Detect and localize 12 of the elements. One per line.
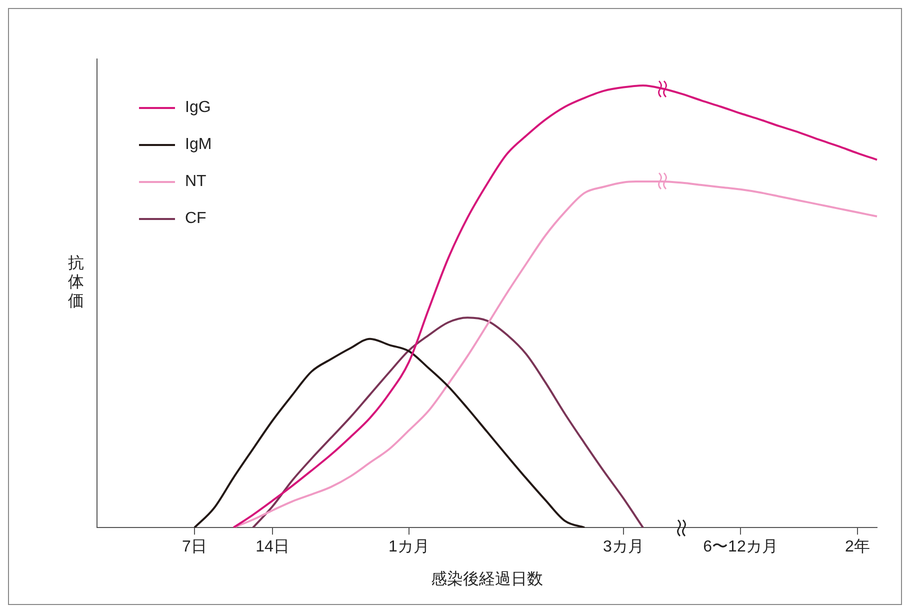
x-tick-label: 14日 [256, 538, 290, 556]
x-tick-label: 1カ月 [388, 538, 430, 556]
x-axis-title: 感染後経過日数 [431, 570, 543, 588]
legend-label: IgG [185, 98, 211, 116]
legend-label: NT [185, 172, 206, 190]
legend-label: IgM [185, 136, 212, 154]
legend-label: CF [185, 210, 206, 228]
y-axis-title: 抗体価 [67, 254, 85, 311]
x-tick-label: 2年 [845, 538, 870, 556]
x-tick-label: 3カ月 [603, 538, 644, 556]
x-tick-label: 6〜12カ月 [703, 538, 778, 556]
x-tick-label: 7日 [182, 538, 207, 556]
